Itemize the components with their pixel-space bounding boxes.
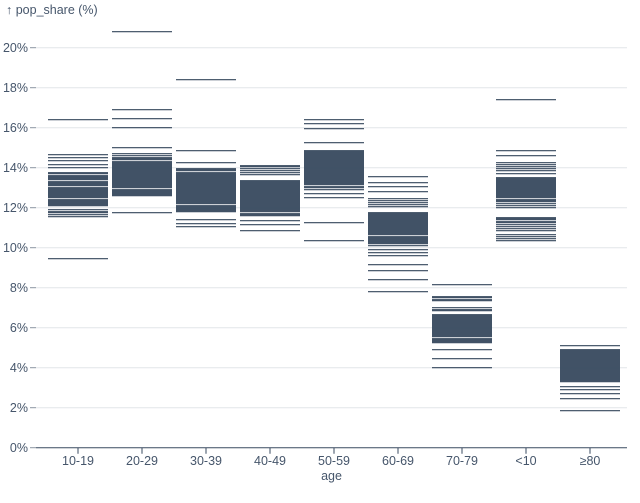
svg-text:40-49: 40-49 bbox=[254, 454, 286, 468]
x-axis-title: age bbox=[321, 469, 342, 483]
svg-text:4%: 4% bbox=[10, 361, 28, 375]
y-tick-labels: 0% 2% 4% 6% 8% 10% 12% 14% 16% 18% 20% bbox=[3, 41, 28, 455]
svg-text:2%: 2% bbox=[10, 401, 28, 415]
svg-text:≥80: ≥80 bbox=[580, 454, 601, 468]
svg-text:10%: 10% bbox=[3, 241, 28, 255]
svg-text:0%: 0% bbox=[10, 441, 28, 455]
svg-text:70-79: 70-79 bbox=[446, 454, 478, 468]
y-grid bbox=[30, 47, 627, 449]
svg-text:16%: 16% bbox=[3, 121, 28, 135]
ticks-<10 bbox=[496, 99, 556, 242]
ticks-50-59 bbox=[304, 119, 364, 242]
svg-text:12%: 12% bbox=[3, 201, 28, 215]
ticks-20-29 bbox=[112, 31, 172, 214]
svg-text:18%: 18% bbox=[3, 81, 28, 95]
svg-text:50-59: 50-59 bbox=[318, 454, 350, 468]
ticks-70-79 bbox=[432, 284, 492, 369]
ticks-40-49 bbox=[240, 165, 300, 232]
svg-text:60-69: 60-69 bbox=[382, 454, 414, 468]
svg-text:20-29: 20-29 bbox=[126, 454, 158, 468]
svg-text:8%: 8% bbox=[10, 281, 28, 295]
x-tick-labels: 10-19 20-29 30-39 40-49 50-59 60-69 70-79 <10 ≥8… bbox=[62, 454, 600, 468]
svg-text:30-39: 30-39 bbox=[190, 454, 222, 468]
y-axis-title: ↑ pop_share (%) bbox=[6, 3, 98, 17]
svg-text:10-19: 10-19 bbox=[62, 454, 94, 468]
ticks-60-69 bbox=[368, 176, 428, 293]
svg-text:14%: 14% bbox=[3, 161, 28, 175]
ticks-≥80 bbox=[560, 345, 620, 412]
ticks-30-39 bbox=[176, 79, 236, 228]
svg-text:<10: <10 bbox=[515, 454, 536, 468]
ticks-10-19 bbox=[48, 119, 108, 260]
svg-text:6%: 6% bbox=[10, 321, 28, 335]
x-axis bbox=[36, 447, 627, 454]
svg-text:20%: 20% bbox=[3, 41, 28, 55]
